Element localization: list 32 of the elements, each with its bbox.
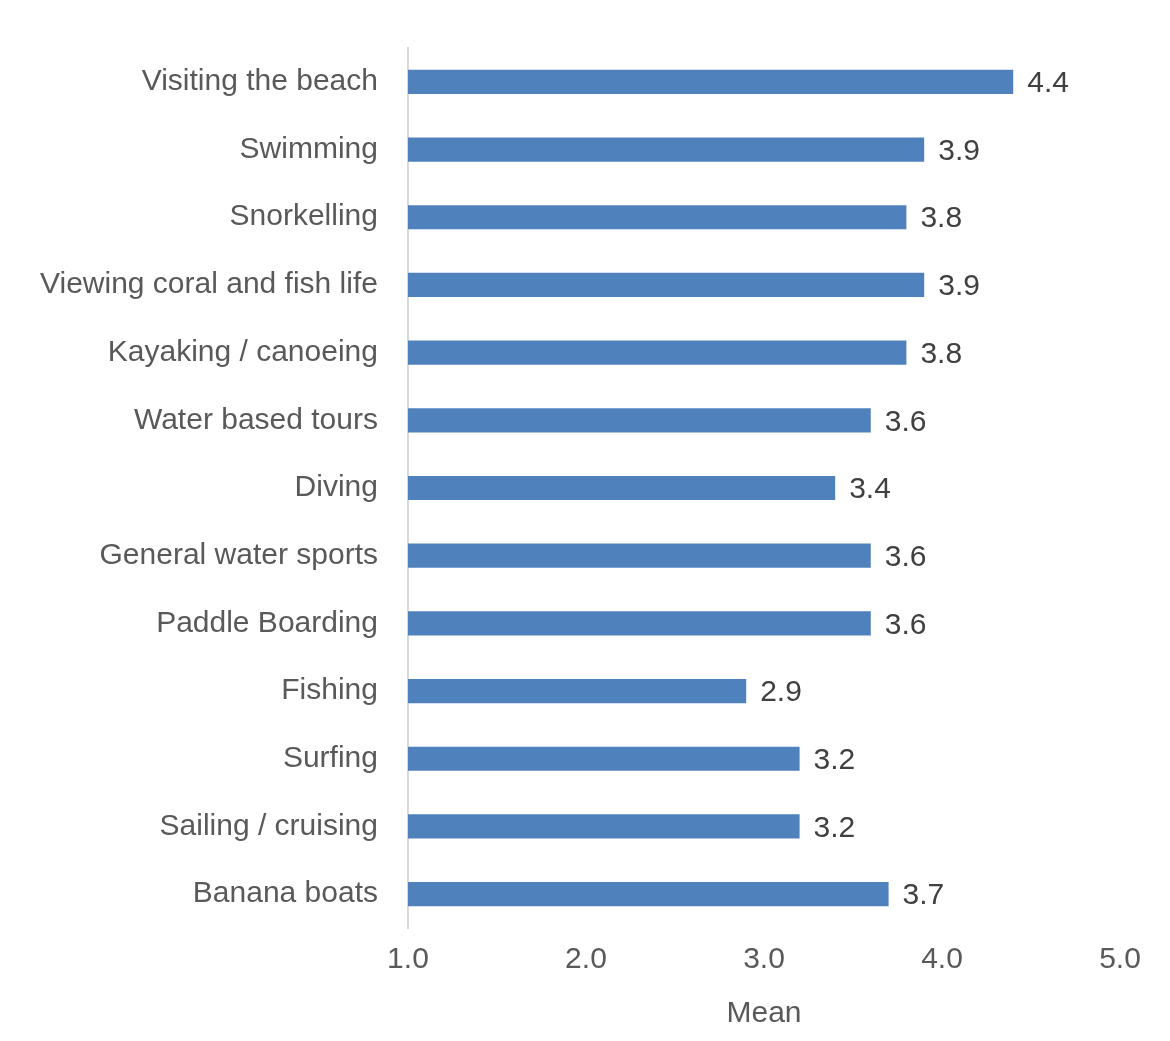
data-label: 3.9: [938, 268, 980, 302]
y-tick-label: Paddle Boarding: [156, 604, 378, 638]
y-tick-label: Kayaking / canoeing: [107, 333, 378, 367]
data-label: 3.6: [884, 403, 927, 437]
y-tick-label: General water sports: [99, 536, 378, 570]
data-label: 2.9: [760, 674, 802, 708]
data-label: 3.4: [849, 471, 891, 505]
y-tick-label: Banana boats: [192, 875, 378, 909]
x-tick-label: 1.0: [387, 941, 429, 975]
y-tick-label: Visiting the beach: [141, 63, 378, 97]
y-tick-label: Swimming: [239, 130, 378, 164]
x-axis-title: Mean: [726, 995, 802, 1029]
y-tick-label: Snorkelling: [229, 198, 378, 232]
data-label: 3.6: [884, 538, 927, 572]
data-label: 3.8: [920, 200, 963, 234]
data-label: 3.2: [813, 742, 856, 776]
y-tick-label: Diving: [294, 469, 378, 503]
data-label: 3.7: [902, 877, 945, 911]
y-tick-label: Water based tours: [133, 401, 378, 435]
y-tick-label: Surfing: [282, 740, 378, 774]
data-label: 3.2: [813, 809, 856, 843]
data-label: 3.9: [938, 132, 980, 166]
x-tick-label: 5.0: [1099, 941, 1141, 975]
data-label: 4.4: [1027, 65, 1069, 99]
y-tick-label: Viewing coral and fish life: [40, 266, 378, 300]
y-tick-label: Sailing / cruising: [159, 807, 378, 841]
x-tick-label: 3.0: [743, 941, 785, 975]
y-tick-label: Fishing: [281, 672, 378, 706]
x-tick-label: 4.0: [921, 941, 963, 975]
x-tick-label: 2.0: [565, 941, 607, 975]
data-label: 3.6: [884, 606, 927, 640]
data-label: 3.8: [920, 335, 963, 369]
